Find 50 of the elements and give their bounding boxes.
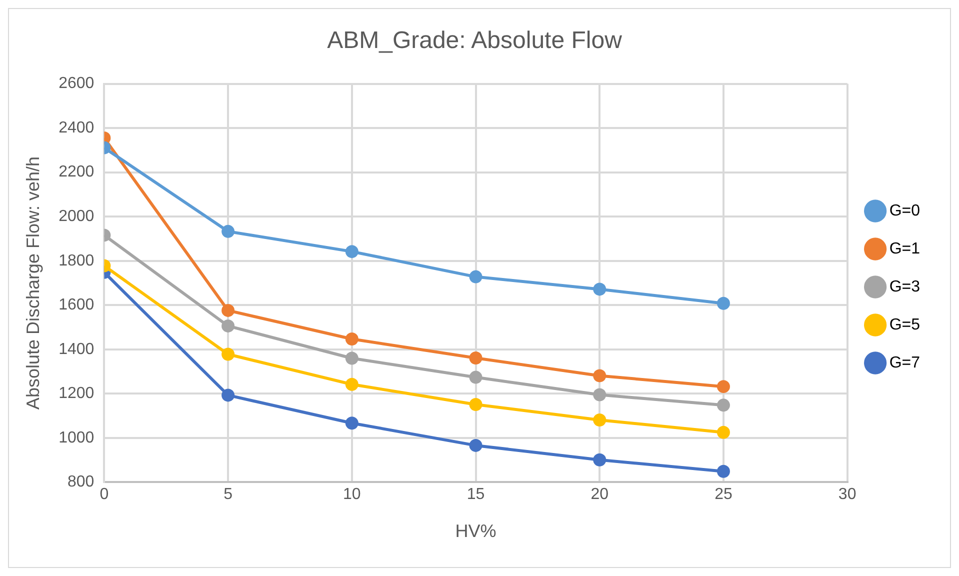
x-tick-label: 15 — [466, 486, 485, 504]
point — [469, 398, 482, 412]
point — [469, 352, 482, 365]
x-tick-label: 0 — [100, 486, 109, 504]
point — [222, 319, 235, 332]
point — [469, 438, 482, 452]
y-axis-title: Absolute Discharge Flow: veh/h — [22, 156, 43, 410]
x-tick-label: 5 — [224, 486, 233, 504]
y-tick-label: 1800 — [58, 252, 94, 270]
x-tick-label: 25 — [714, 486, 732, 504]
legend-label: G=5 — [889, 316, 920, 334]
point — [716, 398, 730, 412]
y-tick-label: 2200 — [58, 164, 94, 181]
chart-title: ABM_Grade: Absolute Flow — [327, 27, 623, 54]
point — [345, 352, 358, 365]
point — [716, 380, 730, 394]
y-tick-label: 1000 — [58, 429, 94, 446]
point — [593, 453, 606, 466]
point — [345, 378, 358, 391]
point — [222, 304, 235, 317]
legend-label: G=1 — [889, 240, 920, 258]
x-tick-label: 30 — [838, 486, 856, 504]
x-tick-label: 20 — [590, 486, 609, 504]
point — [716, 464, 730, 478]
point — [222, 388, 235, 402]
legend-label: G=3 — [889, 278, 920, 296]
point — [593, 282, 606, 296]
legend-label: G=7 — [889, 354, 920, 372]
point — [593, 414, 606, 427]
y-tick-label: 1600 — [58, 296, 94, 314]
y-tick-label: 2600 — [58, 75, 94, 92]
x-tick-label: 10 — [343, 486, 361, 504]
point — [469, 270, 482, 284]
point — [716, 426, 730, 439]
point — [593, 369, 606, 382]
y-tick-label: 1200 — [58, 385, 94, 402]
y-tick-label: 2000 — [58, 208, 94, 226]
point — [716, 296, 730, 310]
y-tick-label: 800 — [67, 474, 94, 491]
y-tick-label: 2400 — [58, 119, 94, 136]
point — [345, 416, 358, 430]
legend-label: G=0 — [889, 202, 920, 220]
point — [222, 348, 235, 361]
y-tick-label: 1400 — [58, 340, 94, 358]
x-axis-title: HV% — [455, 521, 496, 542]
point — [345, 332, 358, 346]
point — [222, 224, 235, 238]
point — [593, 388, 606, 402]
point — [345, 245, 358, 258]
point — [469, 370, 482, 384]
